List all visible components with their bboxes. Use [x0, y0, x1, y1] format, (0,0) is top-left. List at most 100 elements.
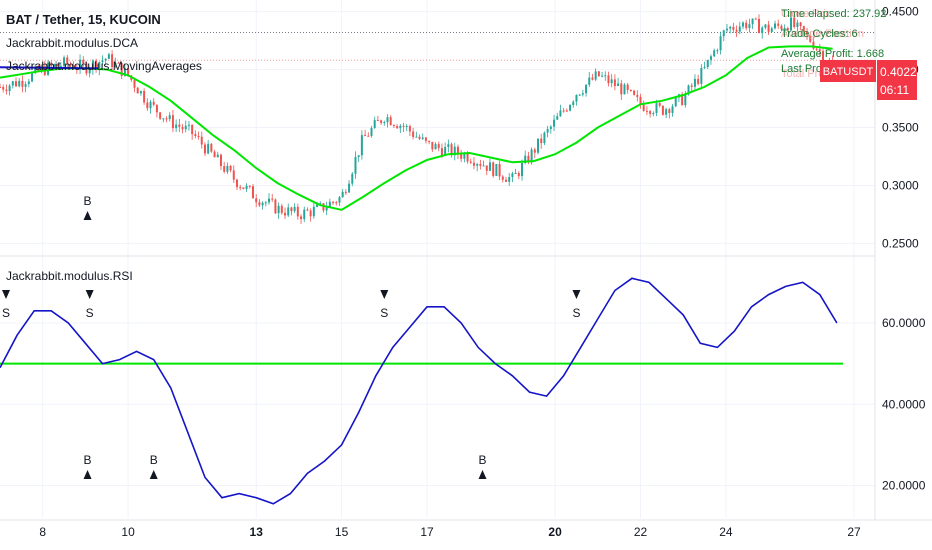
symbol-title[interactable]: BAT / Tether, 15, KUCOIN: [6, 12, 161, 27]
candle-body: [741, 22, 744, 27]
candle-body: [610, 79, 613, 84]
candle-body: [569, 105, 572, 111]
candle-body: [553, 119, 556, 127]
time-axis-tick-label: 8: [39, 525, 46, 539]
candle-body: [216, 154, 219, 158]
indicator-rsi-label[interactable]: Jackrabbit.modulus.RSI: [6, 269, 133, 283]
candle-body: [764, 24, 767, 28]
candle-body: [642, 104, 645, 111]
candle-body: [271, 198, 274, 200]
candle-body: [812, 41, 815, 49]
candle-body: [559, 110, 562, 117]
candle-body: [360, 135, 363, 156]
candle-body: [405, 125, 408, 127]
candle-body: [585, 84, 588, 94]
candle-body: [581, 93, 584, 95]
candle-body: [492, 162, 495, 176]
candle-body: [623, 84, 626, 95]
price-markers: B: [84, 194, 92, 220]
price-axis-tick-label: 0.4500: [882, 5, 919, 19]
candle-body: [159, 112, 162, 119]
candle-body: [777, 23, 780, 26]
candle-body: [697, 78, 700, 84]
candle-body: [655, 103, 658, 114]
candle-body: [770, 28, 773, 32]
candle-body: [104, 58, 107, 61]
candle-body: [11, 81, 14, 86]
time-axis-ticks[interactable]: 8 10 13 15 17 20 22 24 27: [39, 525, 861, 539]
candle-body: [5, 89, 8, 92]
candle-body: [392, 125, 395, 127]
symbol-badge[interactable]: [820, 60, 876, 82]
candle-body: [2, 87, 5, 90]
candle-body: [639, 96, 642, 105]
candle-body: [495, 164, 498, 176]
candle-body: [450, 144, 453, 156]
indicator-dca-label[interactable]: Jackrabbit.modulus.DCA: [6, 36, 138, 50]
candle-body: [511, 173, 514, 178]
candle-body: [517, 173, 520, 177]
candle-body: [373, 120, 376, 129]
candle-body: [114, 62, 117, 68]
candle-body: [690, 85, 693, 87]
stats-ghost-position: Average Position: [781, 28, 864, 40]
candle-body: [597, 71, 600, 77]
stats-trade-cycles: Trade Cycles: 6: [781, 28, 858, 40]
candle-body: [351, 173, 354, 184]
candle-body: [380, 120, 383, 123]
candle-body: [482, 165, 485, 167]
candle-body: [213, 151, 216, 158]
candle-body: [453, 146, 456, 156]
candle-body: [181, 126, 184, 130]
candle-body: [139, 91, 142, 94]
rsi-line: [0, 277, 838, 505]
price-axis-tick-label: 0.3500: [882, 121, 919, 135]
candle-body: [111, 54, 114, 68]
rsi-axis-ticks[interactable]: 60.0000 40.0000 20.0000: [882, 316, 926, 493]
candle-body: [332, 201, 335, 203]
candle-body: [428, 140, 431, 142]
candle-body: [389, 117, 392, 126]
candle-body: [21, 80, 24, 87]
candle-body: [191, 124, 194, 135]
candle-body: [774, 23, 777, 29]
sell-arrow-icon: [572, 290, 581, 299]
buy-marker-label: B: [84, 194, 92, 208]
candle-body: [152, 101, 155, 105]
candle-body: [636, 94, 639, 97]
candle-body: [806, 32, 809, 35]
candle-body: [434, 144, 437, 150]
candle-body: [232, 170, 235, 180]
indicator-ma-label[interactable]: Jackrabbit.modulus.MovingAverages: [6, 59, 202, 73]
candle-body: [556, 116, 559, 120]
candle-body: [485, 165, 488, 171]
candle-body: [793, 17, 796, 27]
symbol-badge-text: BATUSDT: [823, 66, 874, 78]
candle-body: [133, 79, 136, 88]
candle-body: [194, 134, 197, 137]
last-price-badge[interactable]: [877, 60, 917, 100]
candle-body: [501, 176, 504, 180]
candle-body: [418, 136, 421, 139]
candle-body: [88, 69, 91, 74]
time-axis-tick-label: 24: [719, 525, 733, 539]
candle-body: [460, 154, 463, 159]
ma-slow-segment: [0, 66, 99, 70]
candle-body: [223, 166, 226, 172]
candle-body: [469, 161, 472, 163]
candle-body: [264, 202, 267, 204]
candle-body: [165, 118, 168, 120]
candle-body: [290, 207, 293, 212]
time-axis-tick-label: 13: [250, 525, 264, 539]
candle-body: [665, 109, 668, 115]
candle-body: [261, 202, 264, 206]
candle-body: [722, 30, 725, 37]
candle-body: [210, 143, 213, 152]
candle-body: [203, 144, 206, 154]
candle-body: [168, 115, 171, 120]
candle-body: [575, 94, 578, 102]
candle-body: [37, 66, 40, 72]
stats-time-elapsed: Time elapsed: 237.92: [781, 8, 886, 20]
candle-body: [652, 113, 655, 115]
